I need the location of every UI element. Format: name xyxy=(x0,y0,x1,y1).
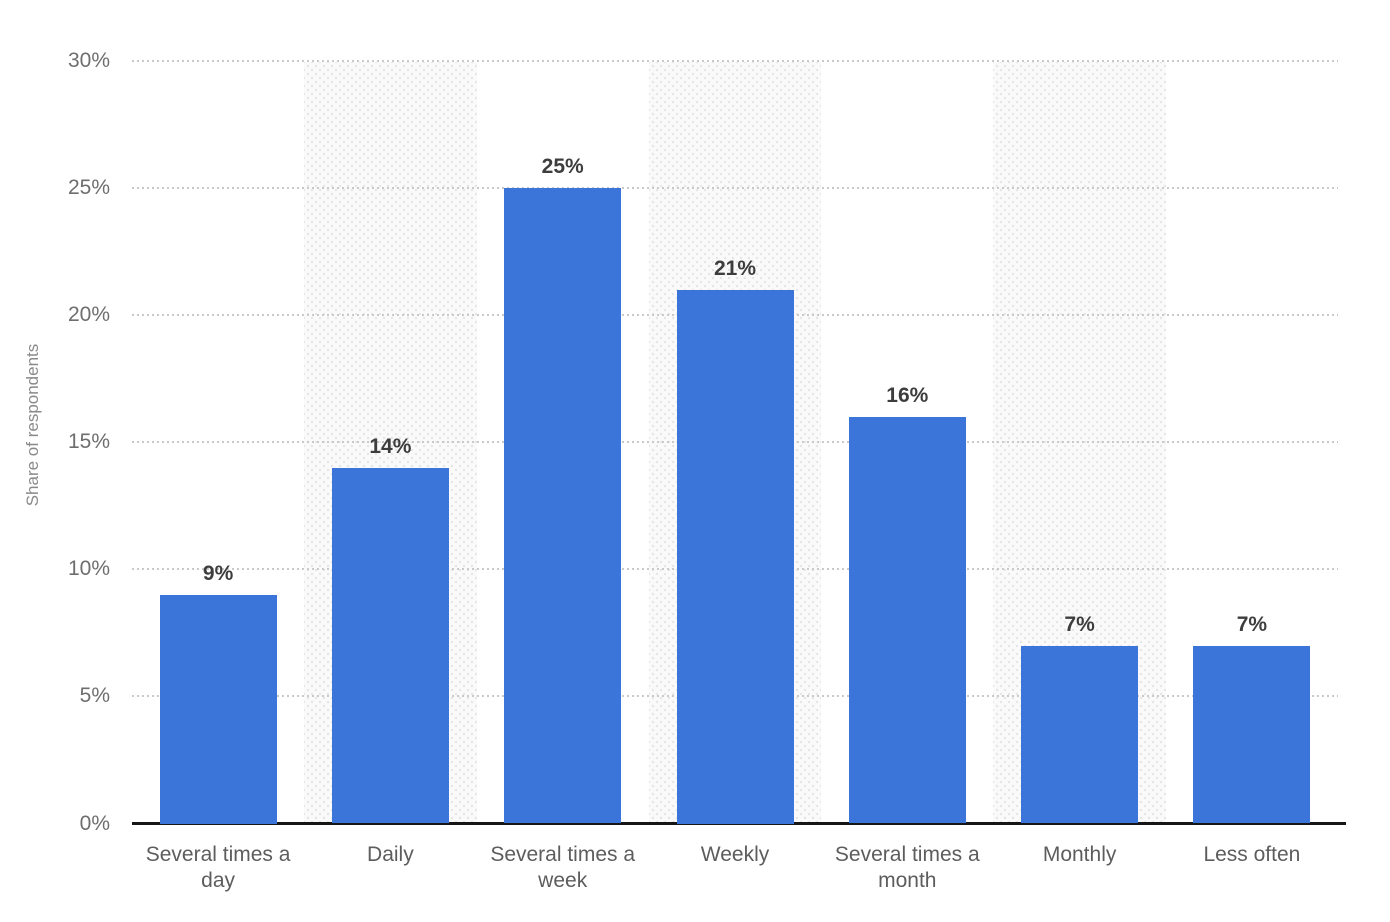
bar xyxy=(848,416,966,824)
gridline xyxy=(132,60,1338,62)
bar-value-label: 14% xyxy=(369,434,412,458)
bar-value-label: 9% xyxy=(202,561,234,585)
x-category-label: Several times a month xyxy=(834,843,980,892)
bar xyxy=(504,188,622,824)
bar xyxy=(331,467,449,824)
y-tick-label: 25% xyxy=(67,176,110,200)
x-category-label: Several times a day xyxy=(145,843,291,892)
y-tick-label: 0% xyxy=(79,811,110,835)
y-tick-label: 5% xyxy=(79,684,110,708)
x-category-label: Weekly xyxy=(700,843,770,866)
x-category-label: Daily xyxy=(367,843,414,866)
bar xyxy=(1021,645,1139,824)
x-category-label: Less often xyxy=(1203,843,1301,866)
gridline xyxy=(132,187,1338,190)
y-tick-label: 10% xyxy=(67,557,110,581)
bar-value-label: 7% xyxy=(1064,612,1095,636)
x-category-label: Several times a week xyxy=(490,843,636,892)
y-tick-label: 15% xyxy=(67,430,110,454)
bar-value-label: 7% xyxy=(1236,612,1268,636)
y-tick-label: 20% xyxy=(67,303,110,327)
bar xyxy=(1193,645,1311,824)
bar-value-label: 21% xyxy=(713,256,757,280)
y-axis-title: Share of respondents xyxy=(23,343,42,507)
bar-value-label: 25% xyxy=(541,155,584,179)
bar xyxy=(676,289,794,824)
x-category-label: Monthly xyxy=(1042,843,1117,866)
bar-value-label: 16% xyxy=(886,383,929,407)
y-tick-label: 30% xyxy=(67,49,110,72)
bar xyxy=(159,594,277,824)
